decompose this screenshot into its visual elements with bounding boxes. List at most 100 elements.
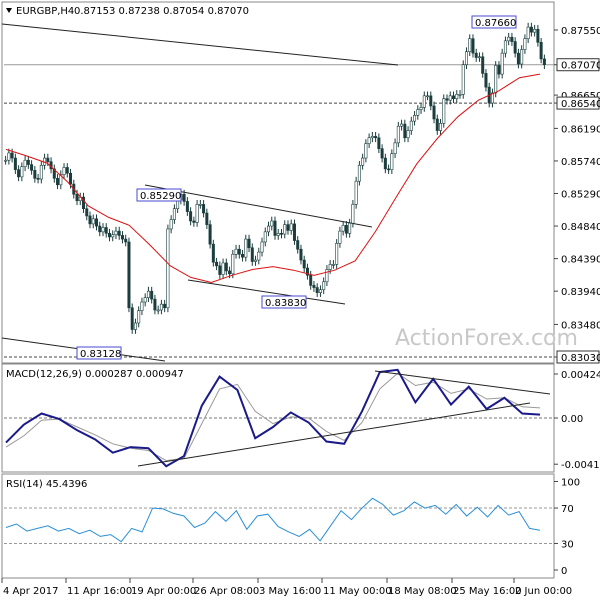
candle-body xyxy=(91,218,95,225)
candle-body xyxy=(289,223,293,231)
candle-body xyxy=(338,230,342,244)
rsi-line xyxy=(5,497,541,543)
candle-body xyxy=(133,322,137,330)
price-axis-label: 0.83480 xyxy=(561,320,600,331)
candle-body xyxy=(367,137,371,144)
candle-body xyxy=(163,303,167,309)
candle-body xyxy=(416,109,420,116)
price-trendline xyxy=(144,184,373,228)
candle-body xyxy=(208,224,212,245)
candle-body xyxy=(20,166,24,178)
candle-body xyxy=(250,247,254,262)
candle-body xyxy=(120,235,124,240)
macd-layer xyxy=(4,368,554,468)
candle-body xyxy=(117,230,121,236)
candle-body xyxy=(526,26,530,39)
candle-body xyxy=(409,120,413,131)
macd-trendline xyxy=(137,402,531,467)
macd-axis-label: -0.004126 xyxy=(561,460,600,471)
annotation-box xyxy=(136,188,182,202)
macd-axis-label: 0.004248 xyxy=(561,370,600,381)
candle-body xyxy=(302,259,306,269)
candle-body xyxy=(426,95,430,98)
candle-body xyxy=(195,204,199,223)
candle-body xyxy=(507,36,511,42)
candle-body xyxy=(442,98,446,124)
candle-body xyxy=(305,267,309,276)
macd-trendline xyxy=(374,370,551,395)
candle-body xyxy=(172,208,176,220)
candle-body xyxy=(231,253,235,275)
rsi-header: RSI(14) 45.4396 xyxy=(6,479,87,490)
candle-body xyxy=(500,52,504,75)
rsi-axis-label: 100 xyxy=(561,478,580,489)
candle-body xyxy=(234,248,238,255)
candle-body xyxy=(419,107,423,110)
candle-body xyxy=(513,41,517,54)
candle-body xyxy=(13,157,17,170)
candle-body xyxy=(56,178,60,186)
candle-body xyxy=(383,157,387,170)
macd-signal-line xyxy=(5,372,541,462)
candle-body xyxy=(88,215,92,225)
candle-body xyxy=(39,164,43,180)
candle-body xyxy=(273,220,277,236)
x-axis-label: 18 May 08:00 xyxy=(388,586,457,597)
candle-body xyxy=(10,152,14,159)
candle-body xyxy=(46,157,50,162)
candle-body xyxy=(244,238,248,258)
candle-body xyxy=(267,225,271,233)
candle-body xyxy=(351,204,355,224)
price-axis-label: 0.85740 xyxy=(561,157,600,168)
candle-body xyxy=(474,52,478,58)
candle-body xyxy=(247,238,251,249)
candle-body xyxy=(490,92,494,104)
candle-body xyxy=(468,38,472,53)
candle-body xyxy=(215,261,219,267)
candle-body xyxy=(477,56,481,59)
price-axis-label: 0.84390 xyxy=(561,255,600,266)
candle-body xyxy=(75,193,79,202)
rsi-panel-frame xyxy=(1,473,555,579)
candle-body xyxy=(406,130,410,139)
price-label-box xyxy=(556,350,600,364)
x-axis-label: 25 May 16:00 xyxy=(453,586,522,597)
candle-body xyxy=(221,262,225,275)
candle-body xyxy=(432,105,436,120)
candle-body xyxy=(224,262,228,272)
candle-body xyxy=(396,125,400,144)
candle-body xyxy=(390,153,394,170)
candle-body xyxy=(254,259,258,262)
annotation-label: 0.83128 xyxy=(80,349,121,360)
x-axis-label: 11 Apr 16:00 xyxy=(67,586,132,597)
candle-body xyxy=(448,95,452,101)
candle-body xyxy=(228,270,232,275)
candle-body xyxy=(361,157,365,166)
candle-body xyxy=(85,208,89,217)
annotation-label: 0.87660 xyxy=(475,18,516,29)
candle-body xyxy=(198,204,202,206)
candle-body xyxy=(387,168,391,171)
candle-body xyxy=(393,142,397,155)
price-axis-label: 0.86190 xyxy=(561,124,600,135)
price-axis-label: 0.83030 xyxy=(561,353,600,364)
candle-body xyxy=(182,193,186,202)
candle-body xyxy=(65,167,69,174)
candle-body xyxy=(7,152,11,161)
watermark: ActionForex.com xyxy=(395,326,578,351)
annotation-label: 0.85290 xyxy=(140,191,181,202)
dropdown-triangle-icon[interactable] xyxy=(6,8,12,13)
candle-body xyxy=(309,274,313,286)
candle-body xyxy=(357,164,361,182)
candle-body xyxy=(237,248,241,255)
rsi-axis-label: 30 xyxy=(561,539,574,550)
candle-body xyxy=(270,220,274,227)
candle-body xyxy=(539,41,543,60)
price-axis-label: 0.83940 xyxy=(561,287,600,298)
candle-body xyxy=(143,297,147,303)
candle-body xyxy=(494,65,498,94)
candle-body xyxy=(471,38,475,54)
candle-body xyxy=(510,36,514,42)
candle-body xyxy=(325,269,329,283)
